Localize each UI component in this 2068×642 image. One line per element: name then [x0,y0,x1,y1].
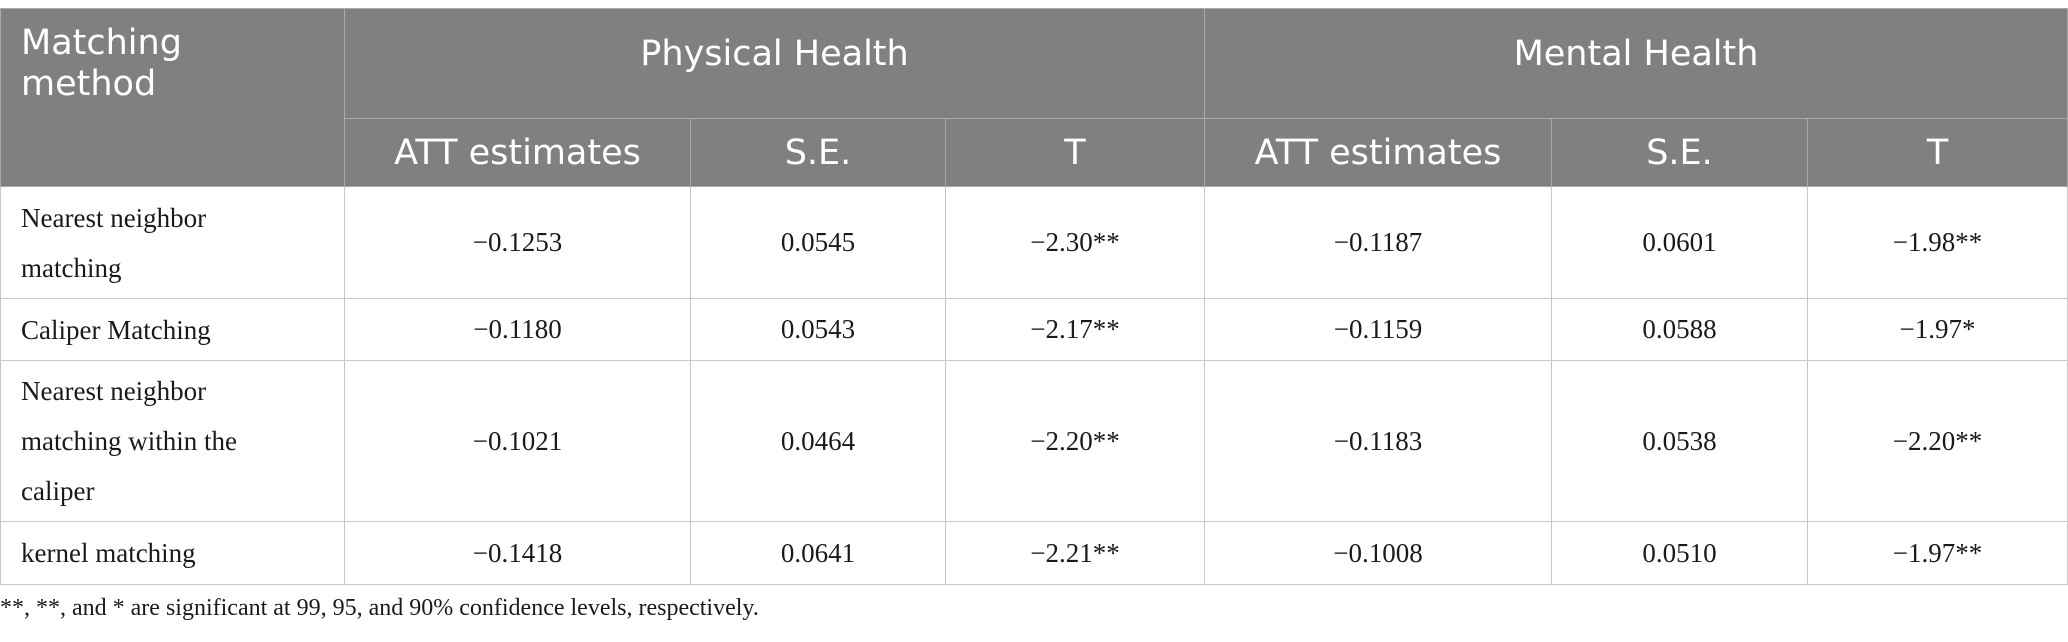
cell-value: 0.0641 [690,521,946,585]
header-matching-method: Matching method [0,8,345,187]
header-att-estimates: ATT estimates [1204,118,1552,187]
cell-value: −2.30** [945,186,1205,299]
header-row-subcolumns: ATT estimates S.E. T ATT estimates S.E. … [1,118,2068,187]
header-group-physical-health: Physical Health [344,8,1205,119]
cell-value: −0.1008 [1204,521,1552,585]
header-se: S.E. [1551,118,1808,187]
cell-value: −1.97* [1806,298,2068,361]
cell-value: −0.1418 [344,521,691,585]
cell-value: 0.0588 [1551,298,1808,361]
cell-value: −0.1183 [1204,360,1552,522]
header-group-label: Mental Health [1513,33,1759,74]
header-att-estimates: ATT estimates [344,118,691,187]
matching-results-table: Matching method Physical Health Mental H… [0,8,2068,585]
cell-value: 0.0543 [690,298,946,361]
header-t: T [1806,118,2068,187]
cell-value: 0.0538 [1551,360,1808,522]
cell-value: −2.20** [1806,360,2068,522]
cell-value: −0.1187 [1204,186,1552,299]
cell-value: −1.97** [1806,521,2068,585]
header-row-groups: Matching method Physical Health Mental H… [0,8,2068,187]
header-group-label: Physical Health [640,33,909,74]
header-se: S.E. [690,118,946,187]
row-method-label: Caliper Matching [0,298,345,361]
cell-value: −2.17** [945,298,1205,361]
table-row: Nearest neighbor matching within the cal… [0,360,2068,522]
cell-value: −1.98** [1806,186,2068,299]
table-row: Caliper Matching −0.1180 0.0543 −2.17** … [0,298,2068,361]
cell-value: −2.21** [945,521,1205,585]
table-row: kernel matching −0.1418 0.0641 −2.21** −… [0,521,2068,585]
row-method-label: Nearest neighbor matching within the cal… [0,360,345,522]
header-group-mental-health: Mental Health [1203,8,2068,119]
cell-value: 0.0545 [690,186,946,299]
results-table-container: Matching method Physical Health Mental H… [0,8,2068,585]
cell-value: 0.0510 [1551,521,1808,585]
table-footnote: **, **, and * are significant at 99, 95,… [0,595,759,621]
cell-value: −2.20** [945,360,1205,522]
header-t: T [945,118,1205,187]
row-method-label: kernel matching [0,521,345,585]
cell-value: 0.0601 [1551,186,1808,299]
cell-value: 0.0464 [690,360,946,522]
table-row: Nearest neighbor matching −0.1253 0.0545… [0,186,2068,299]
cell-value: −0.1253 [344,186,691,299]
cell-value: −0.1180 [344,298,691,361]
row-method-label: Nearest neighbor matching [0,186,345,299]
cell-value: −0.1021 [344,360,691,522]
cell-value: −0.1159 [1204,298,1552,361]
